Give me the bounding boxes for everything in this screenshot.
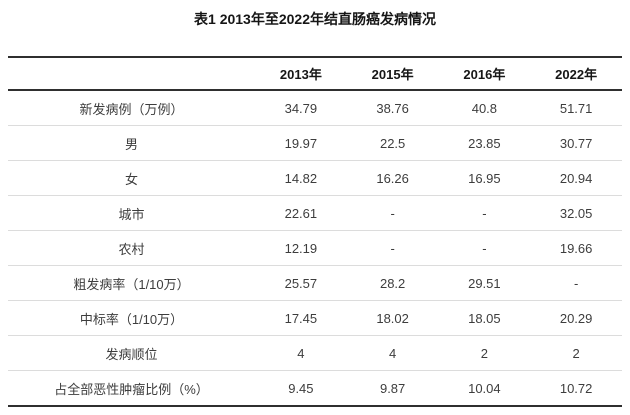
cell-value: 12.19 (255, 230, 347, 266)
cell-value: 14.82 (255, 160, 347, 196)
table-row: 男 19.97 22.5 23.85 30.77 (8, 125, 622, 161)
incidence-table: 2013年 2015年 2016年 2022年 新发病例（万例） 34.79 38.76 4… (8, 56, 622, 407)
cell-value: 2 (530, 335, 622, 371)
year-column-header: 2015年 (346, 56, 439, 91)
cell-value: 10.72 (530, 370, 622, 407)
cell-value: 22.61 (255, 195, 347, 231)
table-row: 占全部恶性肿瘤比例（%） 9.45 9.87 10.04 10.72 (8, 370, 622, 407)
table-row: 粗发病率（1/10万） 25.57 28.2 29.51- (8, 265, 622, 301)
cell-value: 23.85 (438, 125, 531, 161)
table-row: 城市 22.61- -32.05 (8, 195, 622, 231)
cell-value: - (530, 265, 622, 301)
table-header-row: 2013年 2015年 2016年 2022年 (8, 56, 622, 91)
year-column-header: 2022年 (530, 56, 622, 91)
row-label: 粗发病率（1/10万） (8, 265, 255, 301)
cell-value: 40.8 (438, 90, 531, 126)
table-row: 农村 12.19- -19.66 (8, 230, 622, 266)
cell-value: 4 (255, 335, 347, 371)
cell-value: 34.79 (255, 90, 347, 126)
row-label: 女 (8, 160, 255, 196)
cell-value: 20.29 (530, 300, 622, 336)
row-label-header (8, 56, 255, 91)
cell-value: 19.66 (530, 230, 622, 266)
table-row: 新发病例（万例） 34.79 38.76 40.8 51.71 (8, 90, 622, 126)
cell-value: 28.2 (346, 265, 439, 301)
row-label: 中标率（1/10万） (8, 300, 255, 336)
cell-value: 9.45 (255, 370, 347, 407)
table-caption: 表1 2013年至2022年结直肠癌发病情况 (194, 11, 436, 27)
cell-value: 29.51 (438, 265, 531, 301)
table-row: 中标率（1/10万） 17.45 18.02 18.05 20.29 (8, 300, 622, 336)
cell-value: - (438, 195, 531, 231)
row-label: 城市 (8, 195, 255, 231)
cell-value: 10.04 (438, 370, 531, 407)
row-label: 发病顺位 (8, 335, 255, 371)
cell-value: 19.97 (255, 125, 347, 161)
cell-value: 16.95 (438, 160, 531, 196)
table-row: 女 14.82 16.26 16.95 20.94 (8, 160, 622, 196)
table-row: 发病顺位 4 4 2 2 (8, 335, 622, 371)
cell-value: - (346, 195, 439, 231)
cell-value: 9.87 (346, 370, 439, 407)
cell-value: - (346, 230, 439, 266)
row-label: 农村 (8, 230, 255, 266)
row-label: 新发病例（万例） (8, 90, 255, 126)
cell-value: 30.77 (530, 125, 622, 161)
table-body: 新发病例（万例） 34.79 38.76 40.8 51.71 男 19.97 22.5 23.… (8, 90, 622, 407)
cell-value: - (438, 230, 531, 266)
row-label: 占全部恶性肿瘤比例（%） (8, 370, 255, 407)
year-column-header: 2013年 (255, 56, 347, 91)
cell-value: 32.05 (530, 195, 622, 231)
cell-value: 16.26 (346, 160, 439, 196)
cell-value: 2 (438, 335, 531, 371)
cell-value: 4 (346, 335, 439, 371)
row-label: 男 (8, 125, 255, 161)
cell-value: 20.94 (530, 160, 622, 196)
cell-value: 18.02 (346, 300, 439, 336)
cell-value: 17.45 (255, 300, 347, 336)
year-column-header: 2016年 (438, 56, 531, 91)
cell-value: 22.5 (346, 125, 439, 161)
cell-value: 38.76 (346, 90, 439, 126)
cell-value: 18.05 (438, 300, 531, 336)
cell-value: 25.57 (255, 265, 347, 301)
cell-value: 51.71 (530, 90, 622, 126)
